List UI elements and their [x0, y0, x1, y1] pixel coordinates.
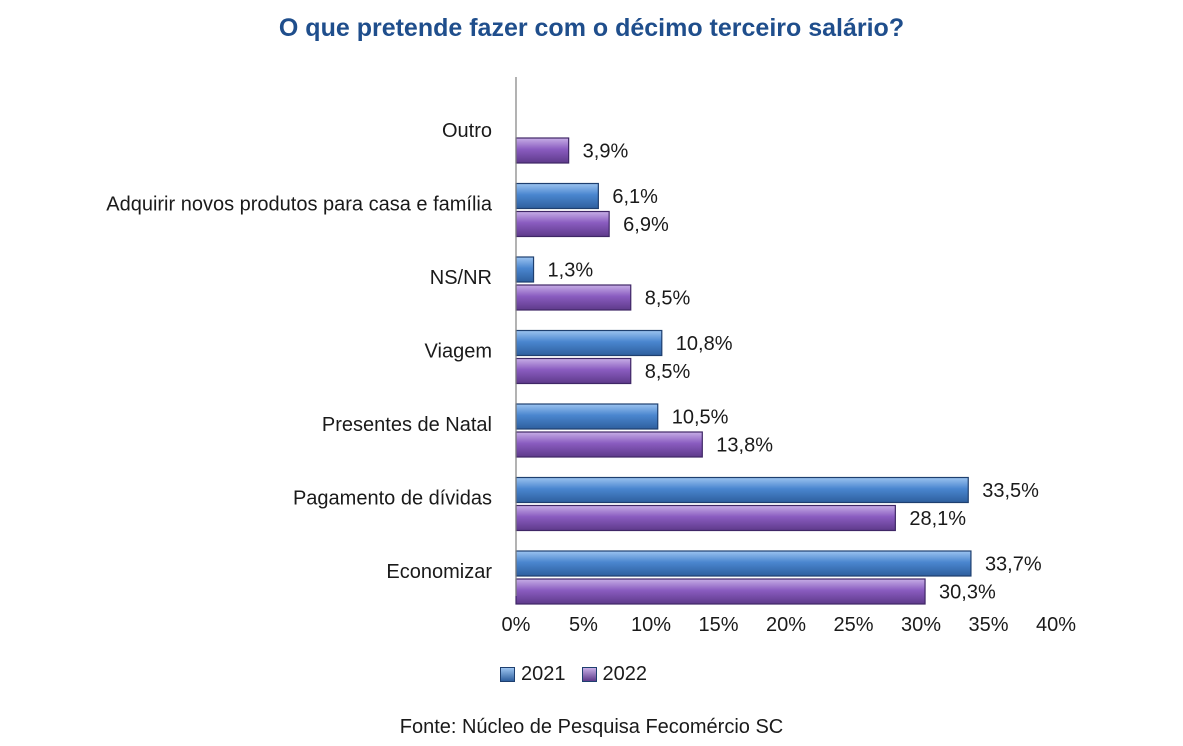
- x-tick-label: 20%: [766, 614, 806, 636]
- data-label: 13,8%: [716, 435, 773, 457]
- data-label: 33,5%: [982, 480, 1039, 502]
- legend-swatch-2022: [581, 667, 597, 682]
- x-tick-label: 5%: [569, 614, 598, 636]
- bar-2022: [515, 578, 926, 605]
- data-label: 33,7%: [985, 554, 1042, 576]
- data-label: 10,5%: [672, 407, 729, 429]
- x-tick-label: 30%: [901, 614, 941, 636]
- category-label: Presentes de Natal: [322, 414, 492, 436]
- bar-2022: [515, 284, 632, 311]
- category-label: NS/NR: [430, 267, 492, 289]
- bar-2022: [515, 137, 570, 164]
- x-tick-label: 35%: [968, 614, 1008, 636]
- category-label: Economizar: [386, 561, 492, 583]
- data-label: 3,9%: [583, 141, 629, 163]
- bar-2022: [515, 504, 896, 532]
- category-label: Pagamento de dívidas: [293, 488, 492, 510]
- bar-2021: [515, 550, 972, 577]
- legend-label-2021: 2021: [521, 663, 566, 685]
- category-label: Viagem: [425, 341, 492, 363]
- legend-item-2022: 2022: [581, 663, 648, 686]
- data-label: 30,3%: [939, 582, 996, 604]
- chart-title: O que pretende fazer com o décimo tercei…: [278, 14, 905, 42]
- bar-2021: [515, 256, 535, 283]
- legend-swatch-2021: [500, 667, 515, 682]
- data-label: 6,1%: [612, 186, 658, 208]
- bar-2021: [515, 476, 969, 504]
- x-tick-label: 25%: [833, 614, 873, 636]
- data-label: 6,9%: [623, 214, 669, 236]
- bar-2022: [515, 357, 632, 385]
- data-label: 8,5%: [645, 361, 691, 383]
- x-tick-label: 40%: [1036, 614, 1076, 636]
- bar-2022: [515, 210, 610, 238]
- category-label: Adquirir novos produtos para casa e famí…: [106, 194, 493, 216]
- bar-2021: [515, 403, 659, 430]
- bar-2021: [515, 329, 663, 357]
- category-label: Outro: [442, 120, 492, 142]
- data-label: 28,1%: [909, 508, 966, 530]
- x-tick-label: 10%: [631, 614, 671, 636]
- bar-2021: [515, 182, 599, 210]
- data-label: 8,5%: [645, 288, 691, 310]
- data-label: 10,8%: [676, 333, 733, 355]
- data-label: 1,3%: [548, 260, 594, 282]
- x-tick-label: 0%: [502, 614, 531, 636]
- x-tick-label: 15%: [698, 614, 738, 636]
- legend-label-2022: 2022: [602, 663, 648, 685]
- legend-item-2021: 2021: [500, 663, 566, 686]
- source-note: Fonte: Núcleo de Pesquisa Fecomércio SC: [399, 716, 784, 738]
- legend: 2021 2022: [500, 663, 647, 686]
- bar-2022: [515, 431, 703, 458]
